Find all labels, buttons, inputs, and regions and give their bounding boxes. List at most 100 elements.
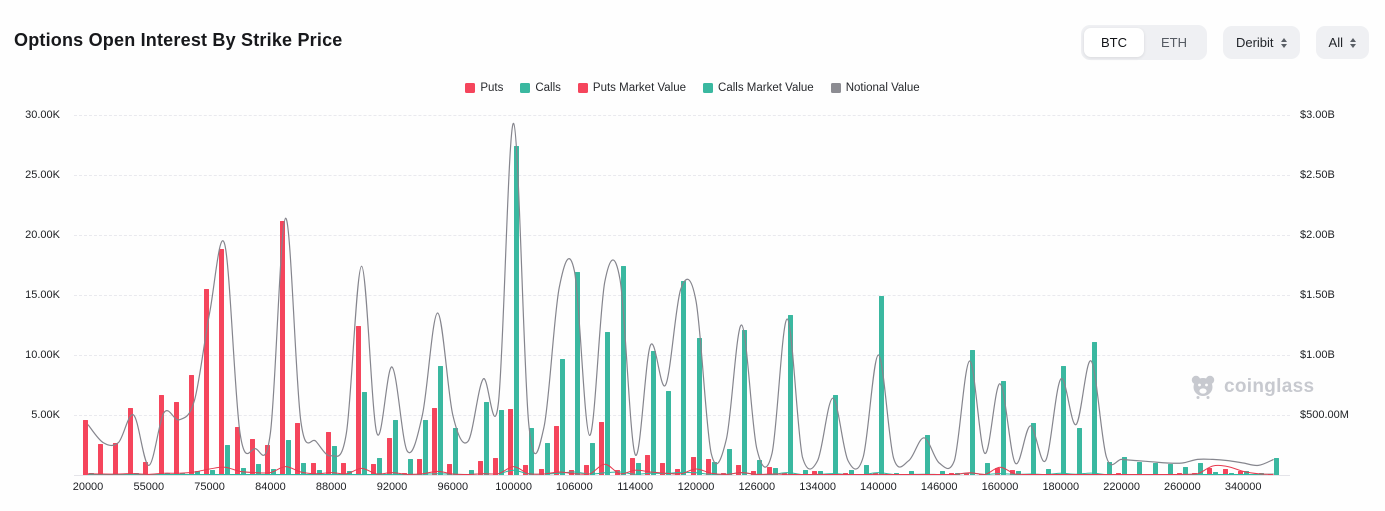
put-bar-360000[interactable]	[1252, 473, 1258, 475]
put-bar-144000[interactable]	[903, 473, 909, 475]
put-bar-84000[interactable]	[264, 445, 270, 475]
put-bar-320000[interactable]	[1222, 469, 1228, 475]
put-bar-80000[interactable]	[234, 427, 240, 475]
call-bar-250000[interactable]	[1167, 464, 1173, 475]
call-bar-210000[interactable]	[1106, 461, 1112, 475]
put-bar-260000[interactable]	[1176, 473, 1182, 475]
call-bar-230000[interactable]	[1137, 461, 1143, 475]
call-bar-106000[interactable]	[574, 272, 580, 475]
call-bar-180000[interactable]	[1061, 365, 1067, 475]
call-bar-122000[interactable]	[711, 461, 717, 475]
call-bar-78000[interactable]	[225, 445, 231, 475]
put-bar-132000[interactable]	[796, 473, 802, 475]
put-bar-95000[interactable]	[432, 407, 438, 475]
call-bar-82000[interactable]	[255, 464, 261, 475]
call-bar-140000[interactable]	[878, 296, 884, 475]
put-bar-142000[interactable]	[888, 473, 894, 475]
call-bar-300000[interactable]	[1213, 472, 1219, 475]
put-bar-104000[interactable]	[538, 469, 544, 475]
put-bar-30000[interactable]	[97, 443, 103, 475]
put-bar-200000[interactable]	[1085, 473, 1091, 475]
put-bar-280000[interactable]	[1192, 472, 1198, 475]
call-bar-96000[interactable]	[453, 428, 459, 475]
put-bar-148000[interactable]	[948, 472, 954, 475]
call-bar-124000[interactable]	[726, 448, 732, 475]
put-bar-124000[interactable]	[720, 472, 726, 475]
put-bar-110000[interactable]	[599, 422, 605, 475]
call-bar-200000[interactable]	[1091, 341, 1097, 475]
put-bar-126000[interactable]	[751, 471, 757, 475]
put-bar-146000[interactable]	[933, 473, 939, 475]
put-bar-108000[interactable]	[584, 465, 590, 475]
put-bar-114000[interactable]	[629, 458, 635, 475]
put-bar-150000[interactable]	[964, 472, 970, 475]
put-bar-120000[interactable]	[690, 457, 696, 475]
put-bar-145000[interactable]	[918, 473, 924, 475]
put-bar-97000[interactable]	[462, 473, 468, 475]
call-bar-90000[interactable]	[362, 392, 368, 475]
call-bar-126000[interactable]	[757, 460, 763, 475]
put-bar-96000[interactable]	[447, 464, 453, 475]
put-bar-105000[interactable]	[553, 425, 559, 475]
put-bar-20000[interactable]	[82, 419, 88, 475]
put-bar-190000[interactable]	[1070, 473, 1076, 475]
call-bar-260000[interactable]	[1182, 466, 1188, 475]
call-bar-220000[interactable]	[1122, 457, 1128, 475]
put-bar-136000[interactable]	[842, 472, 848, 475]
call-bar-84000[interactable]	[270, 469, 276, 475]
call-bar-145000[interactable]	[924, 435, 930, 475]
call-bar-146000[interactable]	[939, 471, 945, 475]
put-bar-160000[interactable]	[994, 467, 1000, 475]
call-bar-50000[interactable]	[134, 473, 140, 475]
put-bar-118000[interactable]	[675, 469, 681, 475]
call-bar-30000[interactable]	[103, 473, 109, 475]
put-bar-102000[interactable]	[523, 465, 529, 475]
call-bar-400000[interactable]	[1274, 458, 1280, 475]
put-bar-93000[interactable]	[401, 472, 407, 475]
call-bar-99000[interactable]	[498, 410, 504, 475]
call-bar-94000[interactable]	[422, 419, 428, 475]
put-bar-78000[interactable]	[219, 249, 225, 475]
put-bar-300000[interactable]	[1207, 468, 1213, 475]
call-bar-92000[interactable]	[392, 419, 398, 475]
call-bar-132000[interactable]	[802, 470, 808, 475]
put-bar-115000[interactable]	[644, 454, 650, 475]
put-bar-122000[interactable]	[705, 459, 711, 475]
call-bar-116000[interactable]	[666, 391, 672, 475]
call-bar-86000[interactable]	[301, 463, 307, 475]
put-bar-140000[interactable]	[872, 472, 878, 475]
call-bar-89000[interactable]	[346, 471, 352, 475]
call-bar-110000[interactable]	[605, 332, 611, 475]
put-bar-85000[interactable]	[280, 220, 286, 475]
put-bar-155000[interactable]	[979, 473, 985, 475]
call-bar-40000[interactable]	[118, 473, 124, 475]
call-bar-150000[interactable]	[970, 350, 976, 475]
call-bar-138000[interactable]	[863, 464, 869, 475]
call-bar-170000[interactable]	[1030, 423, 1036, 475]
put-bar-180000[interactable]	[1055, 473, 1061, 475]
call-bar-70000[interactable]	[194, 471, 200, 475]
call-bar-112000[interactable]	[620, 266, 626, 475]
legend-item-puts[interactable]: Puts	[465, 82, 503, 94]
exchange-select[interactable]: Deribit	[1222, 26, 1300, 59]
call-bar-240000[interactable]	[1152, 463, 1158, 475]
call-bar-105000[interactable]	[559, 358, 565, 475]
expiry-select[interactable]: All	[1315, 26, 1369, 59]
call-bar-134000[interactable]	[818, 471, 824, 475]
legend-item-notional-value[interactable]: Notional Value	[830, 82, 920, 94]
call-bar-190000[interactable]	[1076, 428, 1082, 475]
call-bar-97000[interactable]	[468, 470, 474, 475]
legend-item-puts-market-value[interactable]: Puts Market Value	[577, 82, 686, 94]
toggle-eth-button[interactable]: ETH	[1144, 28, 1204, 57]
put-bar-116000[interactable]	[660, 463, 666, 475]
call-bar-340000[interactable]	[1243, 471, 1249, 475]
call-bar-75000[interactable]	[210, 470, 216, 475]
put-bar-75000[interactable]	[204, 289, 210, 475]
call-bar-128000[interactable]	[772, 467, 778, 475]
put-bar-70000[interactable]	[188, 375, 194, 475]
put-bar-91000[interactable]	[371, 464, 377, 475]
put-bar-99000[interactable]	[492, 458, 498, 475]
call-bar-130000[interactable]	[787, 315, 793, 475]
put-bar-128000[interactable]	[766, 466, 772, 475]
call-bar-55000[interactable]	[149, 473, 155, 475]
